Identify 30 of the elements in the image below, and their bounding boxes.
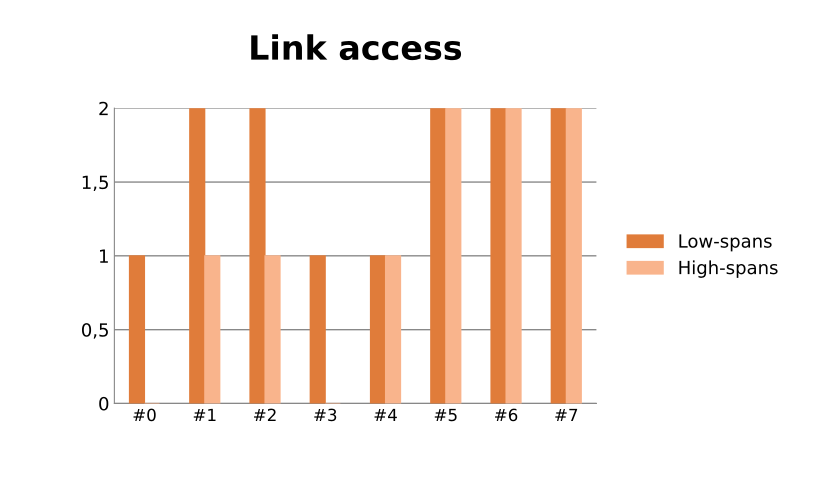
- bar: [384, 255, 402, 404]
- bar: [566, 108, 582, 404]
- x-tick-label: #5: [434, 408, 457, 422]
- bar: [264, 255, 281, 404]
- y-tick-label: 0,5: [82, 323, 108, 339]
- x-tick-label: #4: [374, 408, 397, 421]
- bar: [128, 255, 146, 404]
- legend-label: Low-spans: [679, 234, 772, 252]
- bar: [189, 108, 206, 404]
- y-tick-label: 1,5: [82, 176, 108, 191]
- x-tick-label: #3: [314, 408, 336, 422]
- bar: [430, 108, 446, 404]
- chart-title: Link access: [251, 34, 462, 60]
- bar: [370, 255, 386, 404]
- y-tick-label: 0: [99, 396, 108, 411]
- bar: [490, 108, 507, 404]
- x-tick-label: #0: [134, 408, 156, 422]
- bar: [445, 108, 462, 404]
- bar: [550, 108, 567, 404]
- x-tick-label: #7: [555, 408, 578, 421]
- bar: [204, 255, 220, 404]
- legend-label: High-spans: [679, 260, 778, 278]
- x-tick-label: #2: [254, 408, 276, 421]
- y-tick-label: 2: [99, 102, 108, 116]
- bar: [249, 108, 266, 404]
- x-tick-label: #6: [495, 408, 518, 422]
- x-tick-label: #1: [194, 408, 216, 421]
- bar: [505, 108, 522, 404]
- bar: [310, 255, 326, 404]
- y-tick-label: 1: [100, 250, 108, 263]
